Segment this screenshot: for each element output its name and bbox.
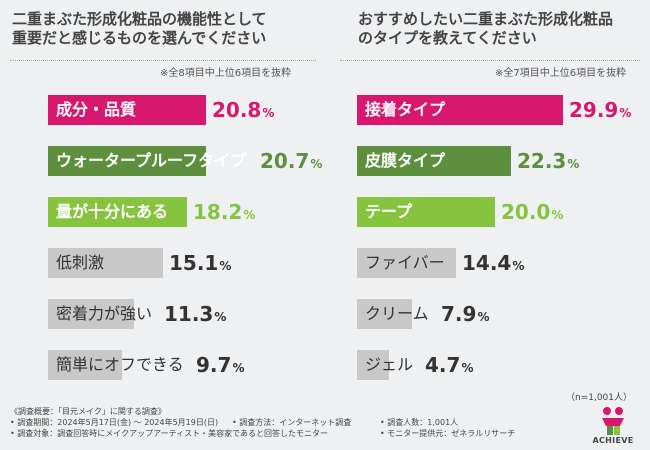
left-note: ※全8項目中上位6項目を抜粋	[160, 68, 292, 79]
right-title-divider	[340, 60, 640, 61]
right-bar-value-unit-4: %	[512, 259, 525, 273]
right-bar-value-2: 22.3%	[517, 146, 579, 176]
right-bar-value-number-6: 4.7	[425, 353, 461, 377]
footer-target: • 調査対象：調査回答時にメイクアップアーティスト・美容家であると回答したモニタ…	[10, 429, 329, 438]
footer-provider: • モニター提供元：ゼネラルリサーチ	[380, 429, 516, 438]
left-bar-value-unit-3: %	[243, 208, 256, 222]
right-bar-1: 接着タイプ	[357, 95, 563, 125]
right-bar-6: ジェル	[357, 350, 413, 380]
logo-text: ACHIEVE	[592, 436, 634, 445]
right-title-line2: のタイプを教えてください	[358, 29, 537, 47]
right-bar-value-number-1: 29.9	[569, 98, 619, 122]
right-title-line1: おすすめしたい二重まぶた形成化粧品	[358, 10, 614, 28]
right-bar-label-2: 皮膜タイプ	[365, 151, 446, 170]
achieve-logo: ACHIEVE	[590, 404, 636, 446]
right-bar-value-6: 4.7%	[425, 350, 473, 380]
right-bar-value-number-4: 14.4	[462, 251, 512, 275]
left-bar-value-3: 18.2%	[193, 197, 255, 227]
logo-person-icon	[602, 407, 624, 435]
right-bar-value-number-3: 20.0	[501, 200, 551, 224]
footer-period: • 調査期間：2024年5月17日(金) ～ 2024年5月19日(日)	[10, 418, 219, 427]
right-bar-label-1: 接着タイプ	[365, 100, 446, 119]
left-bar-value-4: 15.1%	[169, 248, 231, 278]
left-bar-value-number-2: 20.7	[260, 149, 310, 173]
footer-overview: 《調査概要：「目元メイク」に関する調査》	[10, 407, 166, 416]
left-bar-5: 密着力が強い	[48, 299, 152, 329]
right-bar-value-5: 7.9%	[441, 299, 489, 329]
left-bar-value-6: 9.7%	[196, 350, 244, 380]
right-bar-label-3: テープ	[365, 202, 413, 221]
left-chart-title: 二重まぶた形成化粧品の機能性として 重要だと感じるものを選んでください	[12, 10, 312, 54]
left-bar-value-number-4: 15.1	[169, 251, 219, 275]
left-bar-value-number-6: 9.7	[196, 353, 232, 377]
left-bar-value-unit-1: %	[262, 106, 275, 120]
left-bar-chart: 成分・品質 20.8% ウォータープルーフタイプ 20.7% 量が十分にある 18.2% 低…	[0, 0, 325, 400]
left-title-divider	[10, 60, 316, 61]
left-bar-value-number-3: 18.2	[193, 200, 243, 224]
left-bar-value-1: 20.8%	[212, 95, 274, 125]
left-bar-6: 簡単にオフできる	[48, 350, 184, 380]
right-bar-value-unit-6: %	[461, 361, 474, 375]
right-bar-value-4: 14.4%	[462, 248, 524, 278]
left-title-line2: 重要だと感じるものを選んでください	[12, 29, 267, 47]
left-bar-1: 成分・品質	[48, 95, 206, 125]
right-bar-value-number-2: 22.3	[517, 149, 567, 173]
left-bar-label-4: 低刺激	[56, 253, 105, 272]
right-bar-label-5: クリーム	[365, 304, 429, 323]
sample-size: （n=1,001人）	[565, 393, 632, 403]
left-bar-label-5: 密着力が強い	[56, 304, 153, 323]
left-bar-label-1: 成分・品質	[56, 100, 137, 119]
right-bar-value-number-5: 7.9	[441, 302, 477, 326]
left-bar-2: ウォータープルーフタイプ	[48, 146, 246, 176]
left-bar-value-2: 20.7%	[260, 146, 322, 176]
left-bar-value-unit-4: %	[219, 259, 232, 273]
right-bar-value-unit-3: %	[551, 208, 564, 222]
left-bar-label-2: ウォータープルーフタイプ	[56, 151, 247, 170]
right-bar-label-6: ジェル	[365, 355, 414, 374]
right-bar-label-4: ファイバー	[365, 253, 445, 272]
left-bar-value-unit-5: %	[214, 310, 227, 324]
footer-count: • 調査人数：1,001人	[380, 418, 459, 427]
left-bar-label-3: 量が十分にある	[56, 202, 169, 221]
right-bar-4: ファイバー	[357, 248, 456, 278]
right-bar-5: クリーム	[357, 299, 429, 329]
footer-method: • 調査方法：インターネット調査	[232, 418, 352, 427]
left-bar-value-5: 11.3%	[164, 299, 226, 329]
left-bar-4: 低刺激	[48, 248, 163, 278]
right-bar-value-unit-5: %	[477, 310, 490, 324]
right-bar-value-3: 20.0%	[501, 197, 563, 227]
right-bar-3: テープ	[357, 197, 495, 227]
left-bar-value-number-1: 20.8	[212, 98, 262, 122]
right-note: ※全7項目中上位6項目を抜粋	[495, 68, 627, 79]
right-bar-2: 皮膜タイプ	[357, 146, 511, 176]
left-bar-value-number-5: 11.3	[164, 302, 214, 326]
left-title-line1: 二重まぶた形成化粧品の機能性として	[12, 10, 267, 28]
right-bar-value-unit-2: %	[567, 157, 580, 171]
right-bar-value-1: 29.9%	[569, 95, 631, 125]
right-bar-chart: 接着タイプ 29.9% 皮膜タイプ 22.3% テープ 20.0% ファイバー 14.4% クリ…	[325, 0, 650, 400]
left-bar-3: 量が十分にある	[48, 197, 187, 227]
right-bar-value-unit-1: %	[619, 106, 632, 120]
left-bar-label-6: 簡単にオフできる	[56, 355, 184, 374]
left-bar-value-unit-2: %	[310, 157, 323, 171]
right-chart-title: おすすめしたい二重まぶた形成化粧品 のタイプを教えてください	[358, 10, 648, 54]
left-bar-value-unit-6: %	[232, 361, 245, 375]
